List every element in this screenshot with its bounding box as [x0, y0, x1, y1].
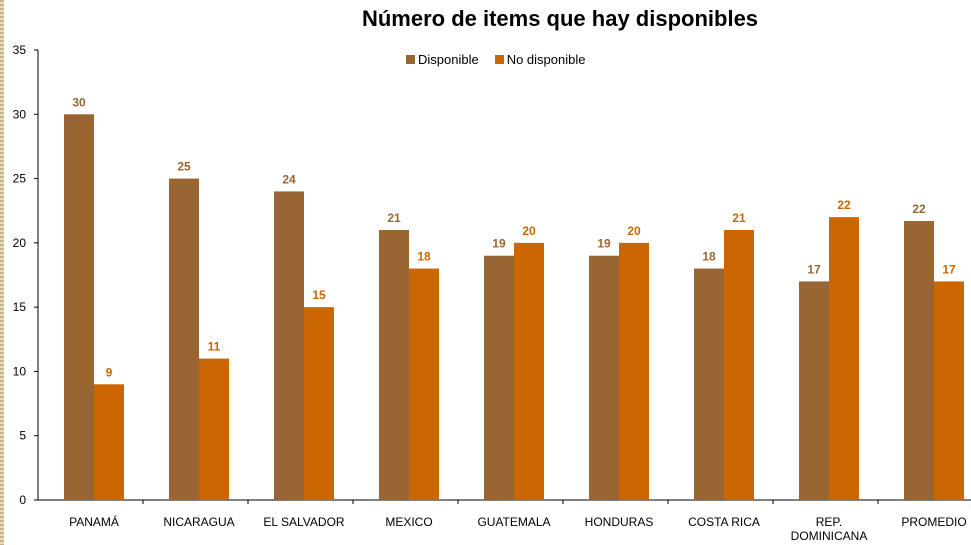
x-category-label: PROMEDIO — [901, 515, 966, 529]
x-category-label: MEXICO — [385, 515, 432, 529]
data-label-no-disponible: 17 — [942, 262, 956, 276]
bar-no-disponible — [829, 217, 859, 500]
bar-disponible — [694, 268, 724, 500]
x-category-label: COSTA RICA — [688, 515, 760, 529]
data-label-disponible: 24 — [282, 172, 296, 186]
legend-item-disponible: Disponible — [406, 52, 479, 67]
x-category-label: EL SALVADOR — [263, 515, 344, 529]
y-tick-label: 0 — [19, 493, 26, 507]
bar-disponible — [169, 178, 199, 501]
data-label-disponible: 21 — [387, 211, 401, 225]
bar-no-disponible — [304, 307, 334, 500]
data-label-disponible: 18 — [702, 250, 716, 264]
data-label-disponible: 19 — [492, 237, 506, 251]
bar-disponible — [484, 255, 514, 500]
bar-disponible — [589, 255, 619, 500]
data-label-disponible: 30 — [72, 95, 86, 109]
data-label-disponible: 19 — [597, 237, 611, 251]
data-label-disponible: 22 — [912, 202, 926, 216]
legend-item-no-disponible: No disponible — [494, 52, 586, 67]
x-category-label: DOMINICANA — [791, 529, 868, 543]
x-category-label: GUATEMALA — [477, 515, 550, 529]
bar-disponible — [274, 191, 304, 500]
data-label-no-disponible: 9 — [106, 365, 113, 379]
data-label-no-disponible: 11 — [208, 340, 221, 354]
legend-label-no-disponible: No disponible — [506, 52, 586, 67]
bar-no-disponible — [94, 384, 124, 500]
data-label-no-disponible: 22 — [837, 198, 851, 212]
legend-swatch-no-disponible — [494, 55, 504, 64]
data-label-disponible: 25 — [177, 160, 191, 174]
y-tick-label: 10 — [13, 364, 27, 378]
x-category-label: HONDURAS — [585, 515, 654, 529]
data-label-no-disponible: 20 — [522, 224, 536, 238]
y-tick-label: 35 — [13, 43, 27, 57]
y-tick-label: 5 — [19, 429, 26, 443]
data-label-no-disponible: 21 — [732, 211, 746, 225]
bar-no-disponible — [619, 242, 649, 500]
left-border — [0, 0, 4, 545]
bar-no-disponible — [199, 358, 229, 500]
bar-disponible — [904, 221, 934, 500]
bar-no-disponible — [409, 268, 439, 500]
data-label-no-disponible: 15 — [312, 288, 326, 302]
bar-disponible — [379, 230, 409, 500]
chart-title: Número de items que hay disponibles — [361, 6, 759, 31]
y-tick-label: 25 — [13, 172, 27, 186]
bar-disponible — [799, 281, 829, 500]
legend-label-disponible: Disponible — [418, 52, 479, 67]
x-category-label: NICARAGUA — [163, 515, 234, 529]
y-tick-label: 30 — [13, 107, 27, 121]
x-category-label: REP. — [816, 515, 842, 529]
data-label-disponible: 17 — [807, 262, 821, 276]
bar-no-disponible — [514, 242, 544, 500]
x-category-label: PANAMÁ — [69, 514, 119, 529]
bar-no-disponible — [724, 230, 754, 500]
data-label-no-disponible: 18 — [417, 250, 431, 264]
bar-disponible — [64, 114, 94, 501]
y-tick-label: 15 — [13, 300, 27, 314]
bar-no-disponible — [934, 281, 964, 500]
legend-swatch-disponible — [406, 55, 415, 64]
legend: Disponible No disponible — [406, 52, 601, 67]
y-tick-label: 20 — [13, 236, 27, 250]
data-label-no-disponible: 20 — [627, 224, 641, 238]
